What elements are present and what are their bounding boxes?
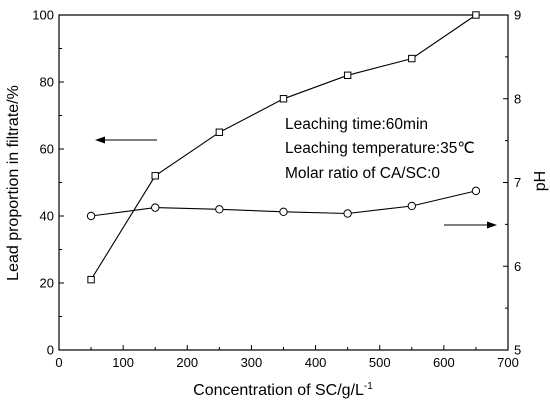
y-right-tick-label: 7 (514, 175, 521, 190)
left-arrow-head (95, 136, 105, 144)
annotation-block: Leaching time:60min Leaching temperature… (285, 116, 475, 182)
y-axis-left: 0 20 40 60 80 100 (32, 8, 64, 358)
y-left-tick-label: 0 (47, 343, 54, 358)
square-marker (215, 128, 224, 136)
y-axis-left-title: Lead proportion in filtrate/% (5, 85, 22, 281)
square-marker (343, 71, 352, 79)
y-axis-right-title: pH (532, 171, 549, 191)
x-tick-label: 300 (241, 355, 263, 370)
square-marker (279, 95, 288, 103)
y-left-tick-label: 40 (40, 209, 54, 224)
circle-marker (151, 203, 160, 212)
x-tick-label: 400 (305, 355, 327, 370)
y-left-tick-label: 100 (32, 8, 54, 23)
y-right-tick-label: 5 (514, 343, 521, 358)
square-marker (87, 275, 95, 284)
y-axis-right: 5 6 7 8 9 (503, 8, 521, 358)
y-left-tick-label: 80 (40, 75, 54, 90)
square-marker (472, 11, 480, 19)
x-tick-label: 500 (369, 355, 391, 370)
x-tick-label: 100 (112, 355, 134, 370)
annotation-line-1: Leaching time:60min (285, 116, 428, 133)
x-axis: 0 100 200 300 400 500 600 700 (55, 345, 519, 370)
x-tick-label: 0 (55, 355, 62, 370)
circle-marker (471, 186, 481, 196)
circle-marker (407, 201, 416, 211)
circle-marker (215, 205, 224, 214)
circle-marker (279, 207, 288, 217)
square-marker (408, 54, 416, 63)
x-axis-title-text: Concentration of SC/g/L (193, 382, 364, 399)
circle-marker (343, 209, 352, 218)
circle-marker (86, 211, 96, 221)
series-layer (86, 11, 481, 284)
x-axis-title: Concentration of SC/g/L-1 (193, 381, 373, 399)
y-left-tick-label: 60 (40, 142, 54, 157)
x-tick-label: 700 (497, 355, 519, 370)
x-axis-title-superscript: -1 (364, 381, 373, 392)
y-right-tick-label: 6 (514, 259, 521, 274)
arrow-layer (95, 136, 497, 229)
x-tick-label: 200 (176, 355, 198, 370)
annotation-line-2: Leaching temperature:35℃ (285, 140, 475, 157)
x-tick-label: 600 (433, 355, 455, 370)
right-arrow-head (487, 221, 497, 229)
plot-area (58, 14, 509, 351)
y-left-tick-label: 20 (40, 276, 54, 291)
square-marker (151, 172, 159, 180)
y-right-tick-label: 8 (514, 91, 521, 106)
plot-frame (58, 14, 509, 351)
y-right-tick-label: 9 (514, 8, 521, 23)
annotation-line-3: Molar ratio of CA/SC:0 (285, 165, 440, 182)
